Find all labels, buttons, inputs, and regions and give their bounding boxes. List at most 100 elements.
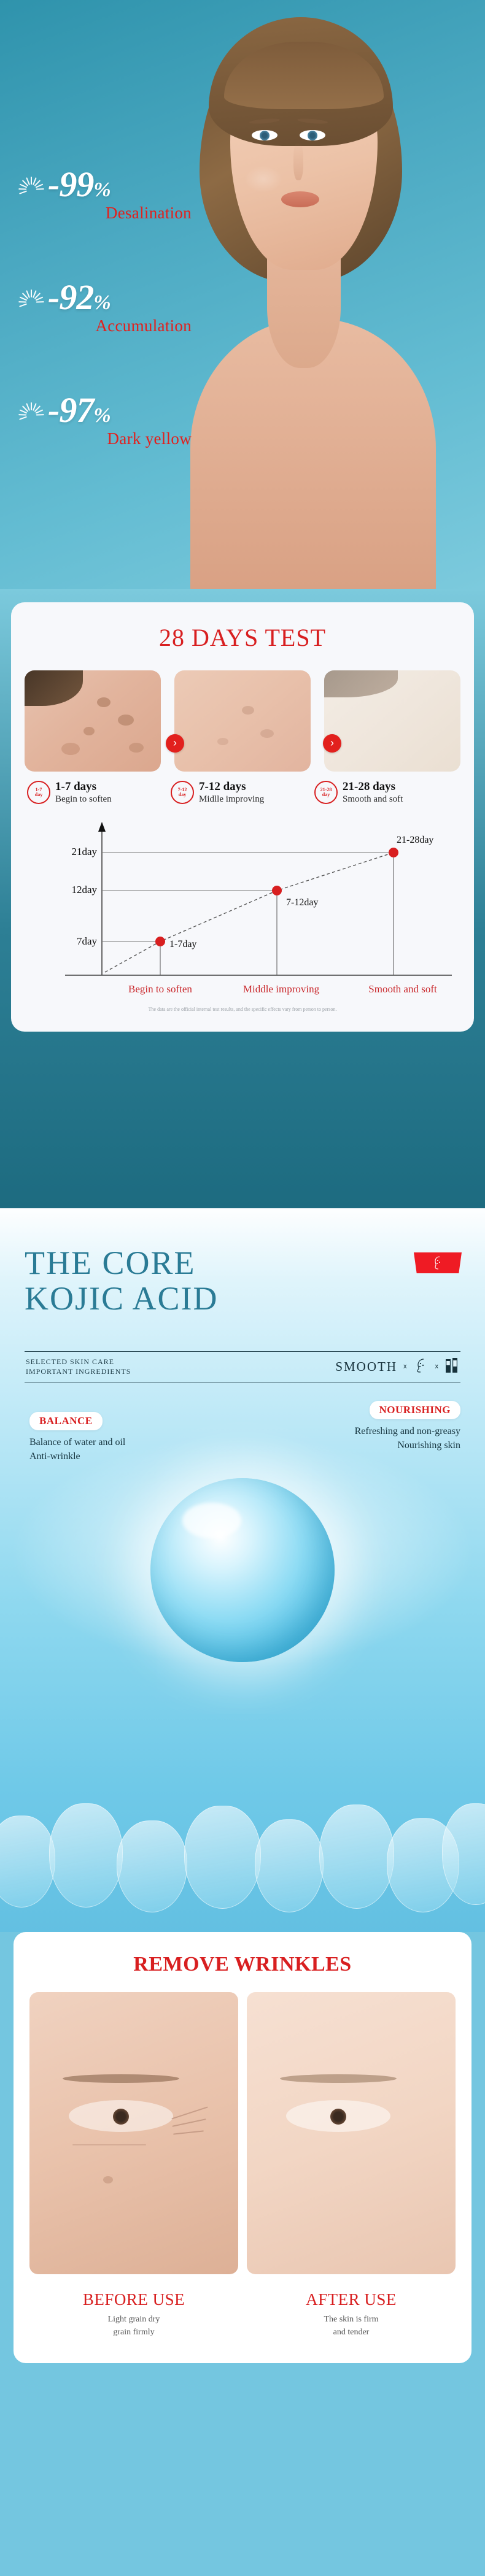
feature-pill: BALANCE	[29, 1411, 103, 1430]
badge-unit: day	[178, 792, 187, 797]
chart-xtick-3: Smooth and soft	[368, 983, 437, 995]
hero-stat-percent: %	[93, 404, 111, 427]
badge-unit: day	[34, 792, 43, 797]
remove-wrinkles-card: REMOVE WRINKLES BEFORE USE Light grain d…	[14, 1932, 471, 2363]
chart-disclaimer: The data are the official internal test …	[148, 1006, 337, 1012]
core-title-line2: KOJIC ACID	[25, 1280, 219, 1317]
day-badge-icon: 21-28 day	[314, 781, 338, 804]
model-eye-left	[252, 130, 277, 140]
badge-range: 7-12	[177, 786, 187, 792]
hero-stat-item: -92% Accumulation	[11, 277, 195, 335]
core-header: THE CORE KOJIC ACID	[0, 1208, 485, 1317]
core-sub-line1: SELECTED SKIN CARE	[26, 1357, 114, 1366]
caption-line1: The skin is firm	[324, 2315, 379, 2324]
multiply-symbol: x	[435, 1363, 439, 1371]
core-subtitle-bar: SELECTED SKIN CARE IMPORTANT INGREDIENTS…	[25, 1351, 460, 1382]
progress-chart: 21day 12day 7day 1-7day 7-12day 21-28day…	[25, 816, 460, 1018]
section-title: REMOVE WRINKLES	[133, 1953, 352, 1976]
days-legend: 1-7 day 1-7 days Begin to soften 7-12 da…	[25, 780, 460, 805]
feature-callouts: BALANCE Balance of water and oil Anti-wr…	[0, 1400, 485, 1474]
model-nose	[293, 142, 303, 180]
caption-line1: Light grain dry	[107, 2315, 160, 2324]
face-profile-icon	[414, 1252, 462, 1273]
badge-range: 21-28	[320, 786, 332, 792]
legend-subtitle: Begin to soften	[55, 794, 112, 804]
chart-point-label-2: 7-12day	[286, 897, 318, 908]
legend-subtitle: Midlle improving	[199, 794, 265, 804]
core-sub-line2: IMPORTANT INGREDIENTS	[26, 1367, 131, 1376]
gel-droplet-visual	[150, 1478, 335, 1662]
sunburst-icon	[11, 277, 52, 318]
feature-nourishing: NOURISHING Refreshing and non-greasy Nou…	[354, 1400, 460, 1452]
progress-photos: › ›	[25, 670, 460, 772]
chart-point-label-1: 1-7day	[169, 939, 196, 949]
core-ingredient-section: THE CORE KOJIC ACID SELECTED SKIN CARE I…	[0, 1208, 485, 1932]
feature-text-line1: Refreshing and non-greasy	[354, 1425, 460, 1436]
caption-line2: and tender	[333, 2328, 370, 2337]
hero-stat-percent: %	[93, 178, 111, 202]
caption-title: AFTER USE	[306, 2290, 397, 2309]
legend-item: 1-7 day 1-7 days Begin to soften	[27, 780, 171, 805]
progress-photo-week1	[25, 670, 161, 772]
caption-title: BEFORE USE	[82, 2290, 185, 2309]
model-lips	[281, 191, 319, 207]
hero-stat-value: -97	[48, 390, 94, 431]
caption-line2: grain firmly	[113, 2328, 155, 2337]
chart-point-label-3: 21-28day	[397, 835, 433, 845]
progress-chart-svg: 21day 12day 7day 1-7day 7-12day 21-28day…	[65, 822, 452, 995]
badge-unit: day	[322, 792, 330, 797]
bottle-tube-icon	[444, 1357, 459, 1377]
feature-text-line2: Nourishing skin	[397, 1439, 460, 1451]
smooth-label: SMOOTH	[335, 1359, 397, 1374]
sunburst-icon	[11, 390, 52, 431]
after-photo	[247, 1992, 456, 2274]
legend-title: 21-28 days	[343, 780, 396, 793]
feature-text-line2: Anti-wrinkle	[29, 1451, 80, 1462]
before-after-photos	[29, 1992, 456, 2274]
chart-xtick-1: Begin to soften	[128, 983, 192, 995]
next-stage-arrow-icon[interactable]: ›	[166, 734, 184, 753]
day-badge-icon: 7-12 day	[171, 781, 194, 804]
next-stage-arrow-icon[interactable]: ›	[323, 734, 341, 753]
model-cheek-highlight	[244, 166, 282, 193]
legend-title: 1-7 days	[55, 780, 97, 793]
sunburst-icon	[11, 164, 52, 205]
day-badge-icon: 1-7 day	[27, 781, 50, 804]
legend-item: 7-12 day 7-12 days Midlle improving	[171, 780, 314, 805]
feature-pill: NOURISHING	[369, 1400, 460, 1419]
before-after-captions: BEFORE USE Light grain dry grain firmly …	[29, 2290, 456, 2339]
gel-bubbles-strip	[0, 1803, 485, 1932]
badge-range: 1-7	[35, 786, 42, 792]
chart-ytick-21: 21day	[71, 846, 97, 857]
hero-stat-item: -97% Dark yellow	[11, 390, 195, 448]
feature-text-line1: Balance of water and oil	[29, 1436, 126, 1447]
hero-section: -99% Desalination -92%	[0, 0, 485, 589]
hero-stat-value: -99	[48, 164, 94, 205]
before-photo	[29, 1992, 238, 2274]
hero-model-photo	[141, 0, 485, 589]
days-test-card: 28 DAYS TEST › ›	[11, 602, 474, 1032]
progress-photo-week4	[324, 670, 460, 772]
core-title-line1: THE CORE	[25, 1244, 196, 1281]
page-title: 28 DAYS TEST	[158, 624, 327, 651]
remove-wrinkles-section: REMOVE WRINKLES BEFORE USE Light grain d…	[0, 1932, 485, 2576]
hero-stat-label: Desalination	[105, 204, 192, 222]
face-spots-icon	[413, 1357, 429, 1376]
hero-stat-label: Accumulation	[95, 316, 192, 335]
hero-stat-item: -99% Desalination	[11, 164, 195, 223]
legend-title: 7-12 days	[199, 780, 246, 793]
hero-stat-value: -92	[48, 277, 94, 318]
chart-xtick-2: Middle improving	[243, 983, 320, 995]
feature-balance: BALANCE Balance of water and oil Anti-wr…	[29, 1411, 126, 1463]
progress-photo-week2	[174, 670, 311, 772]
days-test-section: 28 DAYS TEST › ›	[0, 589, 485, 1208]
multiply-symbol: x	[403, 1363, 407, 1371]
before-caption: BEFORE USE Light grain dry grain firmly	[29, 2290, 238, 2339]
hero-stat-percent: %	[93, 291, 111, 315]
legend-subtitle: Smooth and soft	[343, 794, 403, 804]
chart-ytick-7: 7day	[77, 935, 98, 947]
chart-ytick-12: 12day	[71, 884, 97, 895]
legend-item: 21-28 day 21-28 days Smooth and soft	[314, 780, 458, 805]
hero-stat-label: Dark yellow	[107, 429, 192, 448]
model-eye-right	[300, 130, 325, 140]
